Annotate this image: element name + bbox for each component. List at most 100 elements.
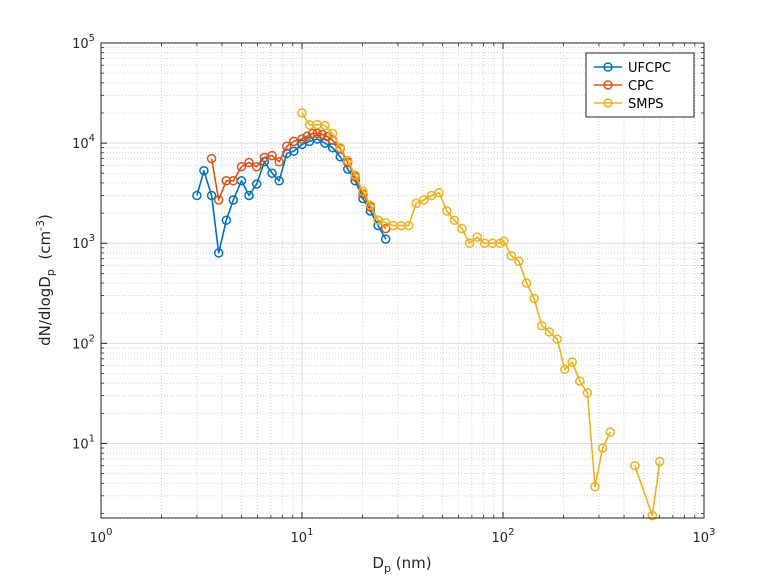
data-point-smps — [605, 427, 616, 437]
data-point-cpc — [221, 176, 232, 186]
data-point-cpc — [312, 128, 322, 139]
data-point-smps — [396, 220, 406, 231]
data-point-cpc — [206, 153, 217, 164]
tick-labels: 100 101 102 103 101 102 103 104 105 — [72, 33, 715, 546]
data-point-ufcpc — [274, 176, 284, 186]
data-point-smps — [434, 187, 444, 198]
data-point-ufcpc — [267, 168, 277, 178]
data-point-smps — [457, 223, 467, 234]
data-point-smps — [487, 238, 498, 248]
legend-label: SMPS — [628, 97, 664, 112]
data-point-smps — [560, 364, 570, 375]
data-point-cpc — [236, 162, 247, 172]
data-point-smps — [358, 186, 368, 197]
data-point-smps — [343, 155, 353, 166]
series-line-cpc — [210, 132, 387, 230]
x-tick-label: 100 — [90, 527, 113, 546]
data-point-smps — [582, 388, 593, 398]
data-point-smps — [373, 215, 383, 225]
data-point-smps — [472, 232, 482, 242]
data-point-ufcpc — [228, 195, 239, 205]
legend-item-cpc: CPC — [594, 79, 654, 94]
data-point-smps — [499, 236, 509, 246]
legend-item-smps: SMPS — [594, 97, 664, 112]
data-point-ufcpc — [192, 190, 202, 201]
data-point-cpc — [267, 150, 277, 161]
data-point-cpc — [251, 162, 262, 172]
data-point-cpc — [297, 134, 307, 144]
data-point-ufcpc — [221, 215, 232, 225]
data-point-smps — [529, 293, 539, 304]
y-axis-label: dN/dlogDp (cm-3) — [34, 214, 57, 346]
data-point-cpc — [317, 129, 327, 140]
data-point-smps — [411, 198, 421, 209]
data-point-smps — [647, 510, 658, 521]
y-tick-label: 101 — [72, 433, 95, 452]
x-tick-label: 101 — [291, 527, 314, 546]
data-point-cpc — [307, 128, 318, 139]
y-tick-label: 104 — [72, 133, 95, 152]
legend-swatch-marker — [603, 98, 613, 108]
data-point-smps — [380, 218, 391, 228]
legend-swatch-marker — [603, 80, 613, 90]
data-point-cpc — [228, 176, 239, 186]
data-point-smps — [320, 120, 330, 131]
data-point-smps — [449, 215, 460, 225]
data-point-smps — [365, 200, 376, 210]
data-point-ufcpc — [380, 234, 391, 244]
data-point-cpc — [274, 157, 284, 167]
data-point-ufcpc — [244, 190, 254, 201]
data-point-smps — [312, 119, 322, 130]
data-point-cpc — [380, 223, 391, 234]
data-point-ufcpc — [199, 165, 209, 176]
legend-swatch-marker — [603, 62, 613, 72]
data-point-smps — [419, 195, 429, 205]
series-layer — [192, 108, 665, 521]
data-point-cpc — [282, 141, 292, 152]
data-point-smps — [327, 128, 338, 139]
data-point-ufcpc — [251, 179, 262, 189]
data-point-ufcpc — [289, 146, 299, 156]
data-point-smps — [464, 238, 475, 248]
plot-frame — [100, 42, 705, 519]
x-tick-label: 103 — [693, 527, 716, 546]
data-point-smps — [514, 256, 524, 267]
data-point-cpc — [302, 131, 312, 142]
data-point-smps — [506, 250, 517, 261]
series-line-smps — [634, 461, 661, 517]
data-point-cpc — [244, 157, 254, 168]
data-point-smps — [575, 376, 585, 386]
data-point-smps — [630, 460, 640, 471]
y-tick-label: 102 — [72, 333, 95, 352]
data-point-smps — [537, 320, 547, 331]
data-point-smps — [442, 206, 452, 216]
data-point-smps — [521, 278, 532, 288]
data-point-ufcpc — [213, 248, 224, 258]
data-point-smps — [590, 481, 600, 492]
data-point-smps — [597, 443, 608, 453]
plot-background — [101, 43, 704, 518]
data-point-ufcpc — [206, 190, 217, 201]
data-point-smps — [567, 357, 577, 367]
data-point-smps — [426, 190, 437, 201]
minor-grid — [101, 43, 704, 518]
data-point-smps — [403, 220, 414, 231]
series-smps — [297, 108, 665, 521]
legend-label: CPC — [628, 79, 654, 94]
data-point-ufcpc — [236, 176, 247, 186]
legend: UFCPC CPC SMPS — [585, 52, 695, 118]
data-point-smps — [350, 170, 360, 180]
data-point-cpc — [213, 195, 224, 205]
x-axis-label: Dp (nm) — [372, 554, 431, 575]
y-tick-label: 105 — [72, 33, 95, 52]
legend-label: UFCPC — [628, 61, 671, 76]
axis-ticks — [100, 42, 705, 518]
data-point-smps — [297, 108, 307, 118]
data-point-cpc — [289, 136, 299, 147]
data-point-smps — [552, 334, 562, 344]
data-point-smps — [655, 456, 665, 467]
data-point-smps — [335, 142, 346, 153]
y-tick-label: 103 — [72, 233, 95, 252]
data-point-smps — [544, 327, 555, 337]
